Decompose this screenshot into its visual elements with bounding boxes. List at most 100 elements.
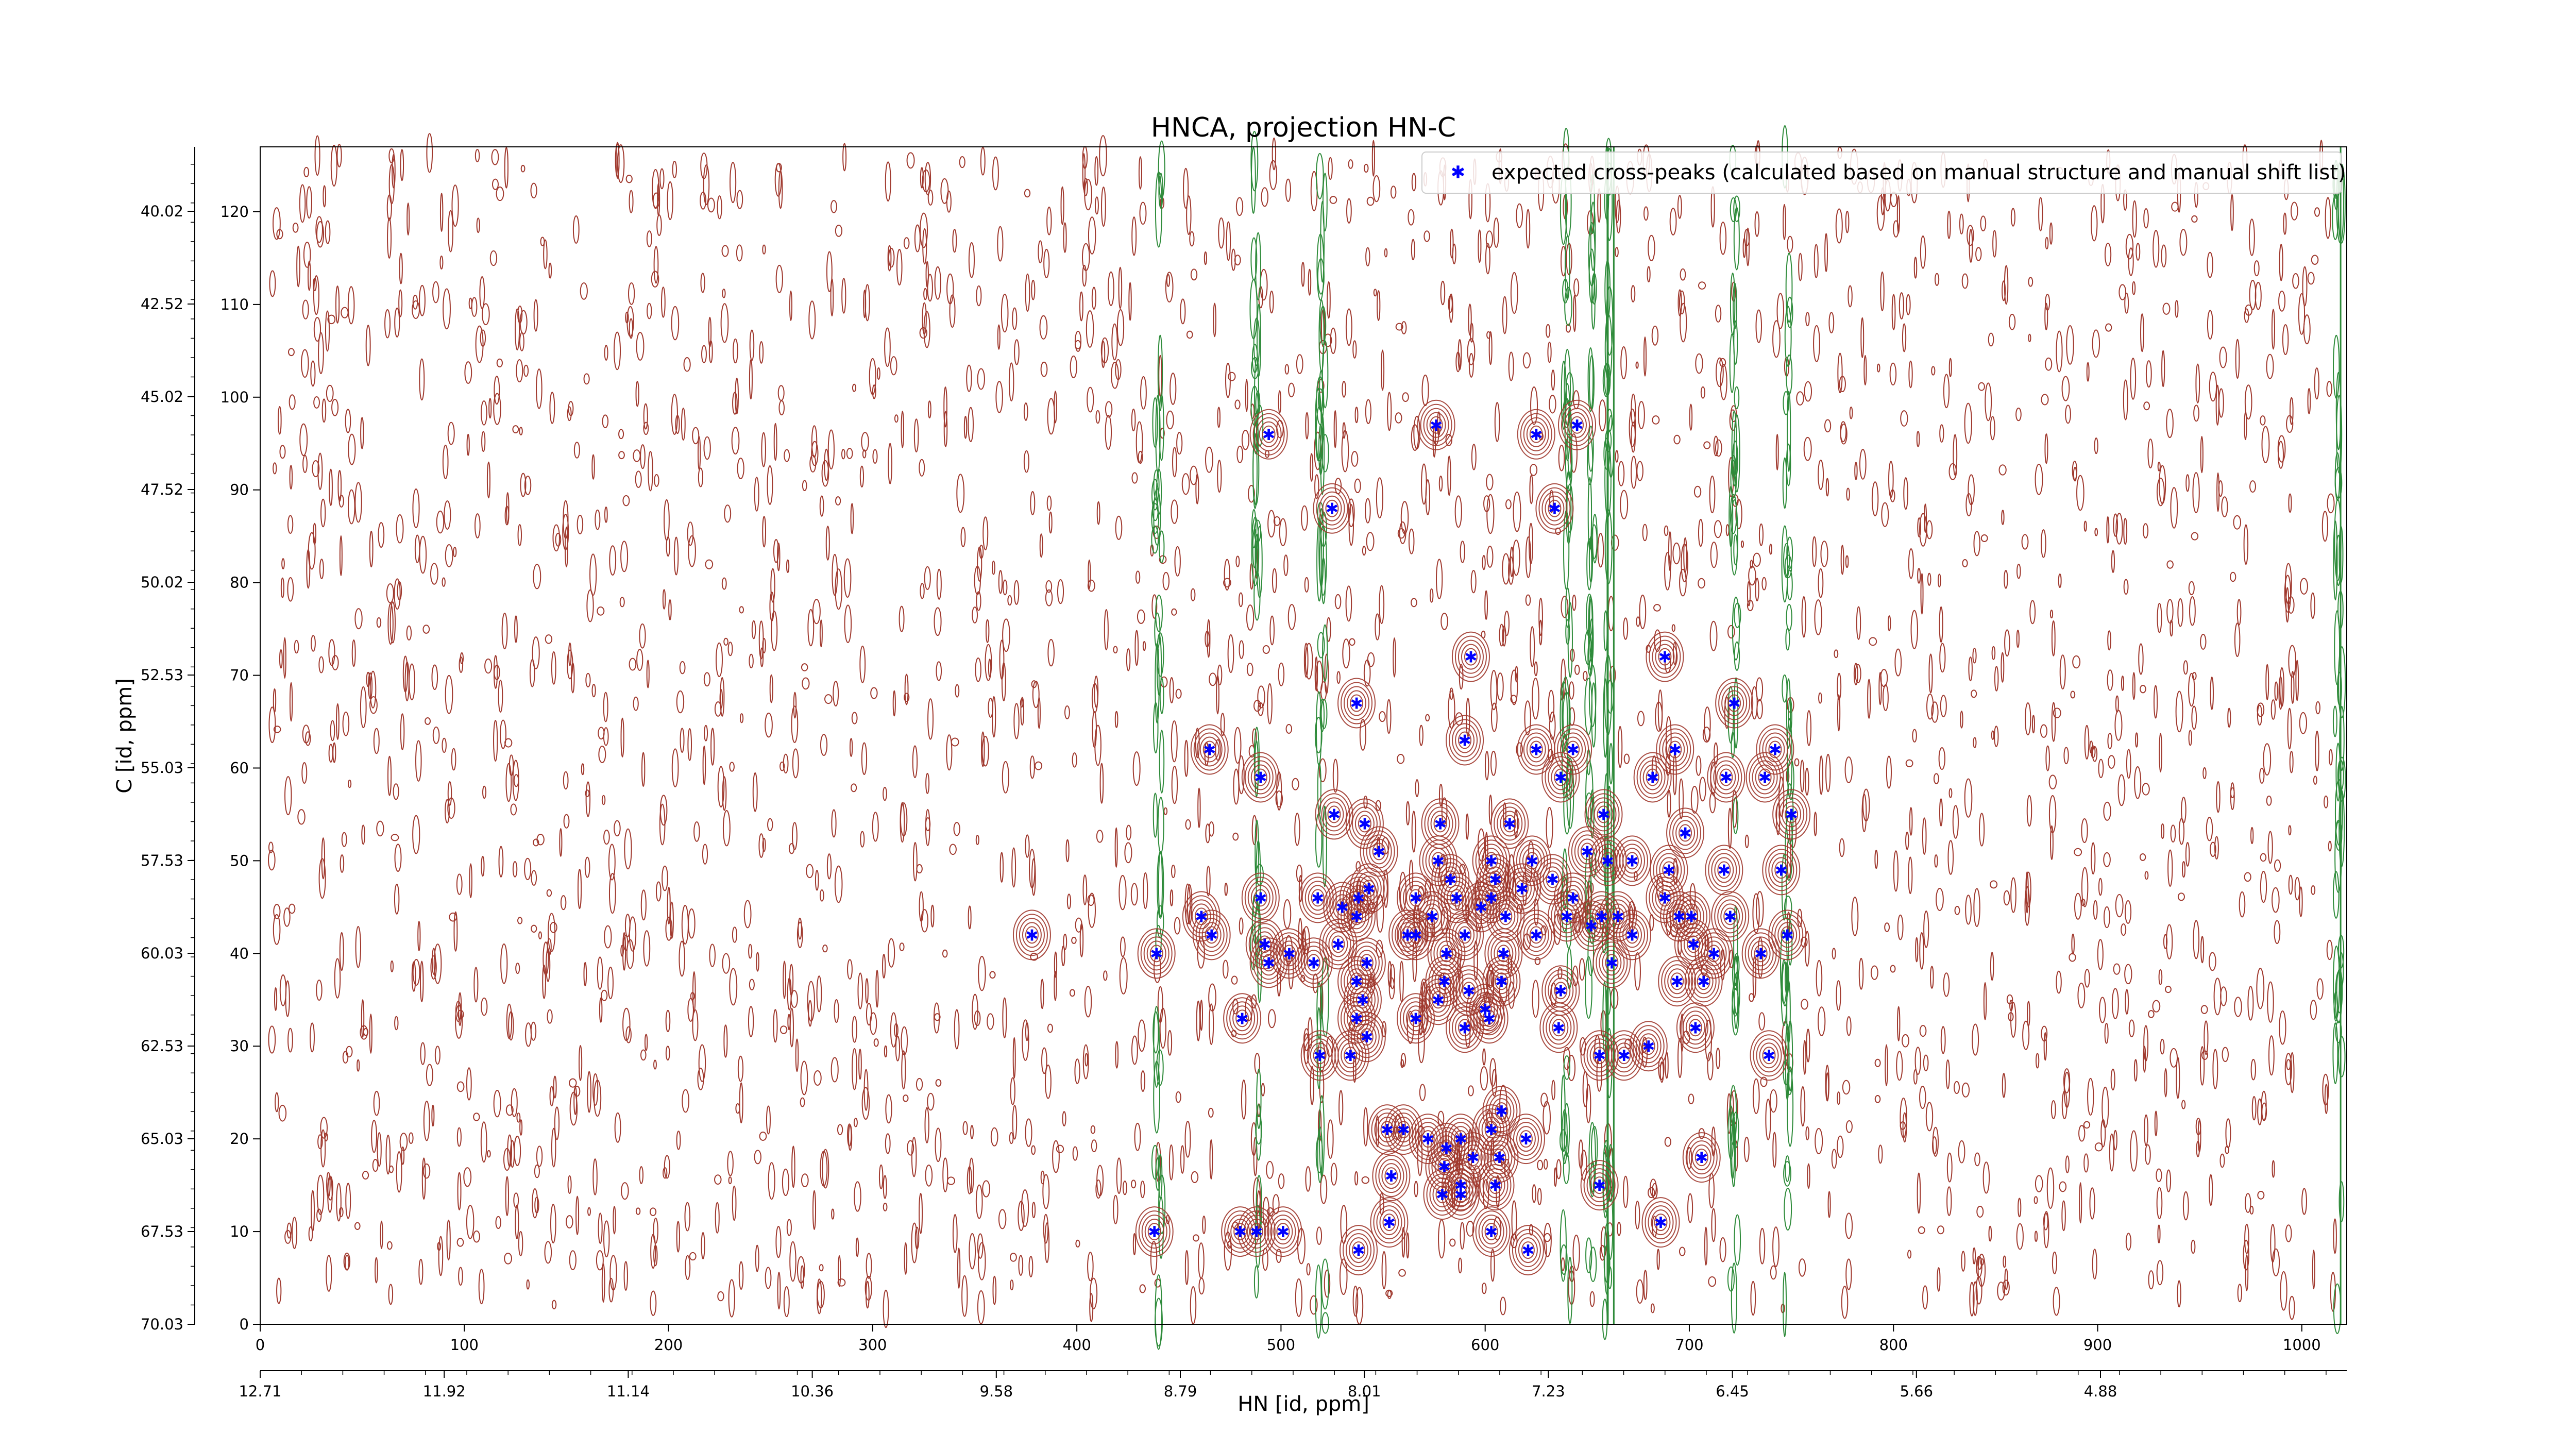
noise-contour <box>1924 503 1927 533</box>
cross-peak-marker: ✱ <box>1485 1121 1498 1139</box>
peak-contour <box>1484 928 1523 979</box>
noise-contour <box>748 943 753 959</box>
peak-contour <box>1199 736 1219 763</box>
peak-contour <box>1318 793 1350 836</box>
noise-contour <box>1310 453 1314 482</box>
cross-peak-marker: ✱ <box>1438 973 1451 991</box>
negative-contour <box>2335 971 2343 1023</box>
x-ppm-tick-label: 5.66 <box>1900 1383 1934 1400</box>
peak-contour <box>1455 1015 1475 1041</box>
negative-contour <box>2337 1036 2346 1077</box>
noise-contour <box>1094 676 1099 708</box>
cross-peak-marker: ✱ <box>1432 852 1445 870</box>
noise-contour <box>2177 598 2183 627</box>
noise-contour <box>1381 1251 1387 1290</box>
peak-contour <box>1529 425 1543 443</box>
noise-contour <box>1417 1136 1423 1176</box>
noise-contour <box>960 527 966 548</box>
noise-contour <box>1925 1102 1934 1132</box>
noise-contour <box>2108 755 2115 769</box>
noise-contour <box>2157 602 2162 633</box>
noise-contour <box>406 203 410 236</box>
peak-contour <box>1519 844 1545 878</box>
peak-contour <box>1344 1001 1370 1036</box>
noise-contour <box>1062 1111 1066 1126</box>
noise-contour <box>1915 937 1919 963</box>
noise-contour <box>671 748 679 787</box>
noise-contour <box>665 1046 670 1061</box>
noise-contour <box>975 658 981 682</box>
peak-contour <box>1629 1021 1668 1072</box>
negative-contour <box>1256 304 1261 377</box>
noise-contour <box>1876 195 1885 231</box>
peak-contour <box>1635 1029 1662 1064</box>
noise-contour <box>1787 235 1793 253</box>
cross-peak-marker: ✱ <box>1283 945 1296 963</box>
peak-contour <box>1684 907 1698 925</box>
peak-contour <box>1721 686 1748 720</box>
noise-contour <box>331 399 339 416</box>
peak-contour <box>1399 997 1432 1040</box>
noise-contour <box>2098 759 2104 779</box>
noise-contour <box>420 1042 426 1065</box>
noise-contour <box>1709 620 1718 651</box>
noise-contour <box>927 274 933 302</box>
noise-contour <box>721 245 729 257</box>
noise-contour <box>1860 317 1865 358</box>
noise-contour <box>313 523 317 545</box>
noise-contour <box>789 290 793 322</box>
peak-contour <box>1494 940 1514 967</box>
noise-contour <box>361 999 365 1038</box>
peak-contour <box>1251 927 1278 962</box>
y-ppm-tick-label: 62.53 <box>141 1037 183 1055</box>
peak-contour <box>1337 678 1376 729</box>
negative-contour <box>1322 805 1327 887</box>
noise-contour <box>1920 235 1926 269</box>
noise-contour <box>1563 1047 1571 1070</box>
y-tick-label: 80 <box>230 574 249 592</box>
cross-peak-marker: ✱ <box>1258 936 1271 954</box>
y-ppm-tick-label: 47.52 <box>141 481 183 498</box>
noise-contour <box>1908 856 1913 895</box>
noise-contour <box>1103 970 1108 981</box>
noise-contour <box>1324 1269 1331 1298</box>
noise-contour <box>504 1252 512 1265</box>
noise-contour <box>1881 502 1889 527</box>
cross-peak-marker: ✱ <box>1458 732 1471 750</box>
cross-peak-marker: ✱ <box>1554 982 1567 1000</box>
noise-contour <box>396 514 404 544</box>
noise-contour <box>1115 1041 1119 1069</box>
noise-contour <box>1205 631 1210 648</box>
noise-contour <box>1298 875 1302 902</box>
noise-contour <box>875 969 879 1008</box>
peak-contour <box>1474 898 1488 916</box>
noise-contour <box>1012 307 1018 330</box>
noise-contour <box>1217 460 1222 493</box>
noise-contour <box>1411 424 1419 451</box>
cross-peak-marker: ✱ <box>1612 908 1624 926</box>
noise-contour <box>2002 280 2006 301</box>
noise-contour <box>549 922 557 933</box>
peak-contour <box>1497 806 1523 841</box>
peak-contour <box>1554 768 1568 786</box>
negative-contour <box>1321 340 1329 409</box>
noise-contour <box>2010 208 2015 227</box>
noise-contour <box>1959 213 1964 234</box>
noise-contour <box>847 959 853 980</box>
noise-contour <box>2091 842 2096 875</box>
noise-contour <box>936 661 942 681</box>
noise-contour <box>316 979 323 1001</box>
noise-contour <box>1954 906 1960 915</box>
noise-contour <box>1342 638 1350 669</box>
noise-contour <box>1874 1058 1881 1067</box>
noise-contour <box>336 703 340 740</box>
noise-contour <box>1801 596 1806 638</box>
noise-contour <box>533 299 538 332</box>
negative-contour <box>1158 851 1163 918</box>
peak-contour <box>1232 1005 1252 1032</box>
noise-contour <box>1114 711 1118 728</box>
noise-contour <box>1526 209 1531 249</box>
noise-contour <box>1820 541 1828 567</box>
negative-contour <box>1153 1005 1160 1088</box>
noise-contour <box>650 1290 657 1316</box>
